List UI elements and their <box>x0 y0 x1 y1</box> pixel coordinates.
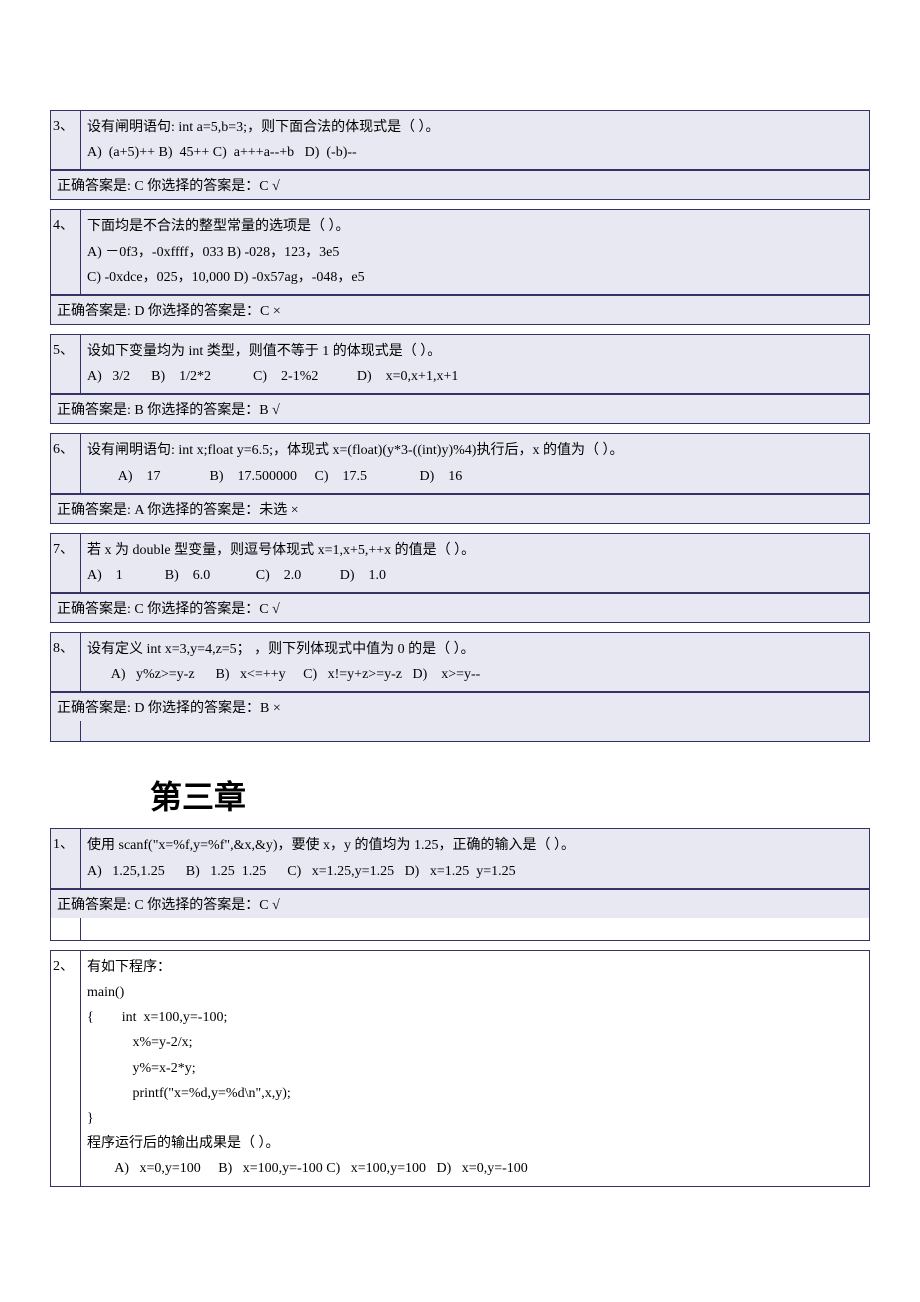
question-body: 设有定义 int x=3,y=4,z=5； ，则下列体现式中值为 0 的是（ ）… <box>81 633 869 691</box>
question-number: 2、 <box>51 951 81 1186</box>
question-options: A) (a+5)++ B) 45++ C) a+++a--+b D) (-b)-… <box>87 140 863 165</box>
code-line: } <box>87 1106 863 1131</box>
question-options: A) 17 B) 17.500000 C) 17.5 D) 16 <box>87 464 863 489</box>
question-options: A) 3/2 B) 1/2*2 C) 2-1%2 D) x=0,x+1,x+1 <box>87 364 863 389</box>
answer-row: 正确答案是: B 你选择的答案是：B √ <box>51 394 869 423</box>
code-line: printf("x=%d,y=%d\n",x,y); <box>87 1081 863 1106</box>
question-body: 使用 scanf("x=%f,y=%f",&x,&y)，要使 x，y 的值均为 … <box>81 829 869 887</box>
question-block-7: 7、 若 x 为 double 型变量，则逗号体现式 x=1,x+5,++x 的… <box>50 533 870 623</box>
question-stem: 设有闸明语句: int x;float y=6.5;，体现式 x=(float)… <box>87 438 863 463</box>
blank-cell <box>81 721 869 741</box>
question-block-4: 4、 下面均是不合法的整型常量的选项是（ ）。 A) －0f3，-0xffff，… <box>50 209 870 325</box>
question-body: 下面均是不合法的整型常量的选项是（ ）。 A) －0f3，-0xffff，033… <box>81 210 869 294</box>
question-block-s2-1: 1、 使用 scanf("x=%f,y=%f",&x,&y)，要使 x，y 的值… <box>50 828 870 940</box>
question-body: 设如下变量均为 int 类型，则值不等于 1 的体现式是（ ）。 A) 3/2 … <box>81 335 869 393</box>
question-options: A) 1.25,1.25 B) 1.25 1.25 C) x=1.25,y=1.… <box>87 859 863 884</box>
question-stem: 设有闸明语句: int a=5,b=3;，则下面合法的体现式是（ ）。 <box>87 115 863 140</box>
answer-row: 正确答案是: C 你选择的答案是：C √ <box>51 889 869 918</box>
answer-row: 正确答案是: D 你选择的答案是：C × <box>51 295 869 324</box>
code-line: 有如下程序： <box>87 955 863 980</box>
question-number: 5、 <box>51 335 81 393</box>
code-line: y%=x-2*y; <box>87 1056 863 1081</box>
question-stem: 程序运行后的输出成果是（ ）。 <box>87 1131 863 1156</box>
question-stem: 若 x 为 double 型变量，则逗号体现式 x=1,x+5,++x 的值是（… <box>87 538 863 563</box>
question-block-5: 5、 设如下变量均为 int 类型，则值不等于 1 的体现式是（ ）。 A) 3… <box>50 334 870 424</box>
question-number: 6、 <box>51 434 81 492</box>
question-stem: 设有定义 int x=3,y=4,z=5； ，则下列体现式中值为 0 的是（ ）… <box>87 637 863 662</box>
answer-row: 正确答案是: D 你选择的答案是：B × <box>51 692 869 721</box>
question-stem: 使用 scanf("x=%f,y=%f",&x,&y)，要使 x，y 的值均为 … <box>87 833 863 858</box>
question-options: A) －0f3，-0xffff，033 B) -028，123，3e5 C) -… <box>87 240 863 290</box>
question-body: 设有闸明语句: int a=5,b=3;，则下面合法的体现式是（ ）。 A) (… <box>81 111 869 169</box>
blank-cell <box>51 721 81 741</box>
answer-row: 正确答案是: A 你选择的答案是：未选 × <box>51 494 869 523</box>
question-body: 设有闸明语句: int x;float y=6.5;，体现式 x=(float)… <box>81 434 869 492</box>
answer-row: 正确答案是: C 你选择的答案是：C √ <box>51 170 869 199</box>
question-number: 4、 <box>51 210 81 294</box>
question-number: 1、 <box>51 829 81 887</box>
question-body: 有如下程序： main() { int x=100,y=-100; x%=y-2… <box>81 951 869 1186</box>
question-options: A) y%z>=y-z B) x<=++y C) x!=y+z>=y-z D) … <box>87 662 863 687</box>
code-line: main() <box>87 980 863 1005</box>
question-block-8: 8、 设有定义 int x=3,y=4,z=5； ，则下列体现式中值为 0 的是… <box>50 632 870 742</box>
question-block-6: 6、 设有闸明语句: int x;float y=6.5;，体现式 x=(flo… <box>50 433 870 523</box>
blank-cell <box>51 918 81 940</box>
question-options: A) 1 B) 6.0 C) 2.0 D) 1.0 <box>87 563 863 588</box>
question-number: 7、 <box>51 534 81 592</box>
blank-cell <box>81 918 869 940</box>
question-number: 8、 <box>51 633 81 691</box>
question-number: 3、 <box>51 111 81 169</box>
question-body: 若 x 为 double 型变量，则逗号体现式 x=1,x+5,++x 的值是（… <box>81 534 869 592</box>
code-line: { int x=100,y=-100; <box>87 1005 863 1030</box>
code-line: x%=y-2/x; <box>87 1030 863 1055</box>
question-stem: 设如下变量均为 int 类型，则值不等于 1 的体现式是（ ）。 <box>87 339 863 364</box>
question-stem: 下面均是不合法的整型常量的选项是（ ）。 <box>87 214 863 239</box>
question-block-3: 3、 设有闸明语句: int a=5,b=3;，则下面合法的体现式是（ ）。 A… <box>50 110 870 200</box>
chapter-title: 第三章 <box>150 772 870 818</box>
question-options: A) x=0,y=100 B) x=100,y=-100 C) x=100,y=… <box>87 1156 863 1181</box>
question-block-s2-2: 2、 有如下程序： main() { int x=100,y=-100; x%=… <box>50 950 870 1187</box>
answer-row: 正确答案是: C 你选择的答案是：C √ <box>51 593 869 622</box>
